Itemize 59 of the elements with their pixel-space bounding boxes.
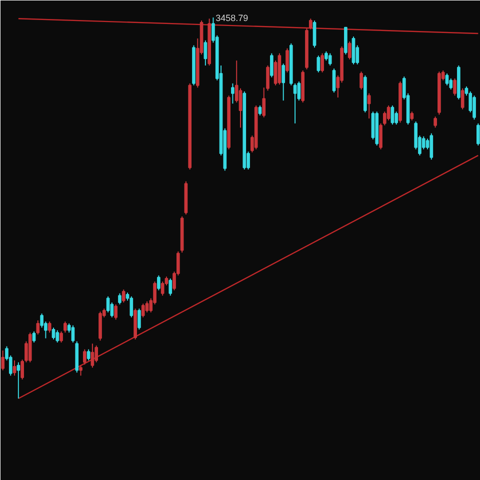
candlestick [476, 122, 480, 146]
candlestick [324, 50, 328, 62]
candlestick [238, 88, 242, 128]
candlestick [394, 111, 398, 126]
candlestick [52, 327, 56, 340]
candlestick [453, 78, 456, 96]
candlestick [390, 105, 394, 126]
candlestick [422, 136, 426, 150]
candlestick [430, 132, 434, 160]
candlestick [90, 343, 94, 368]
candlestick [86, 348, 90, 361]
candlestick [36, 320, 40, 335]
candlestick [282, 63, 286, 102]
candlestick [118, 292, 122, 305]
candlestick [328, 52, 332, 66]
candlestick [332, 68, 336, 94]
candlestick [293, 82, 297, 124]
candlestick [12, 360, 16, 376]
candlestick [16, 362, 20, 399]
candlestick [231, 82, 234, 104]
candlestick [168, 278, 172, 296]
candlestick [386, 105, 390, 121]
candlestick [71, 324, 75, 343]
candlestick [312, 20, 316, 48]
candlestick [64, 321, 67, 334]
candlestick [110, 302, 114, 318]
candlestick [141, 303, 145, 318]
candlestick [160, 281, 164, 296]
candlestick [367, 92, 371, 119]
candlestick [460, 88, 464, 110]
candlestick [472, 95, 476, 120]
candlestick [130, 296, 134, 318]
candlestick [348, 41, 352, 60]
candlestick [32, 330, 36, 343]
candlestick [270, 52, 274, 78]
candlestick [1, 350, 5, 371]
candlestick [434, 116, 437, 128]
candlestick [48, 321, 52, 334]
candlestick [106, 296, 110, 313]
candlestick [79, 364, 82, 376]
annotation: 3458.79 [216, 13, 248, 23]
candlestick [360, 71, 363, 90]
candlestick [286, 48, 289, 73]
candlestick [445, 73, 449, 86]
candlestick [320, 52, 324, 73]
candlestick [122, 289, 126, 303]
candlestick [145, 300, 149, 313]
candlestick [114, 304, 118, 320]
candlestick [204, 40, 208, 66]
candlestick [60, 330, 63, 343]
candlestick [138, 308, 141, 330]
candlestick [316, 55, 320, 73]
candlestick [308, 18, 312, 30]
candlestick [297, 81, 301, 102]
candlestick [82, 348, 86, 366]
candlestick [449, 78, 453, 90]
candlestick [56, 330, 60, 343]
candlestick [157, 274, 160, 291]
candlestick [258, 105, 262, 116]
